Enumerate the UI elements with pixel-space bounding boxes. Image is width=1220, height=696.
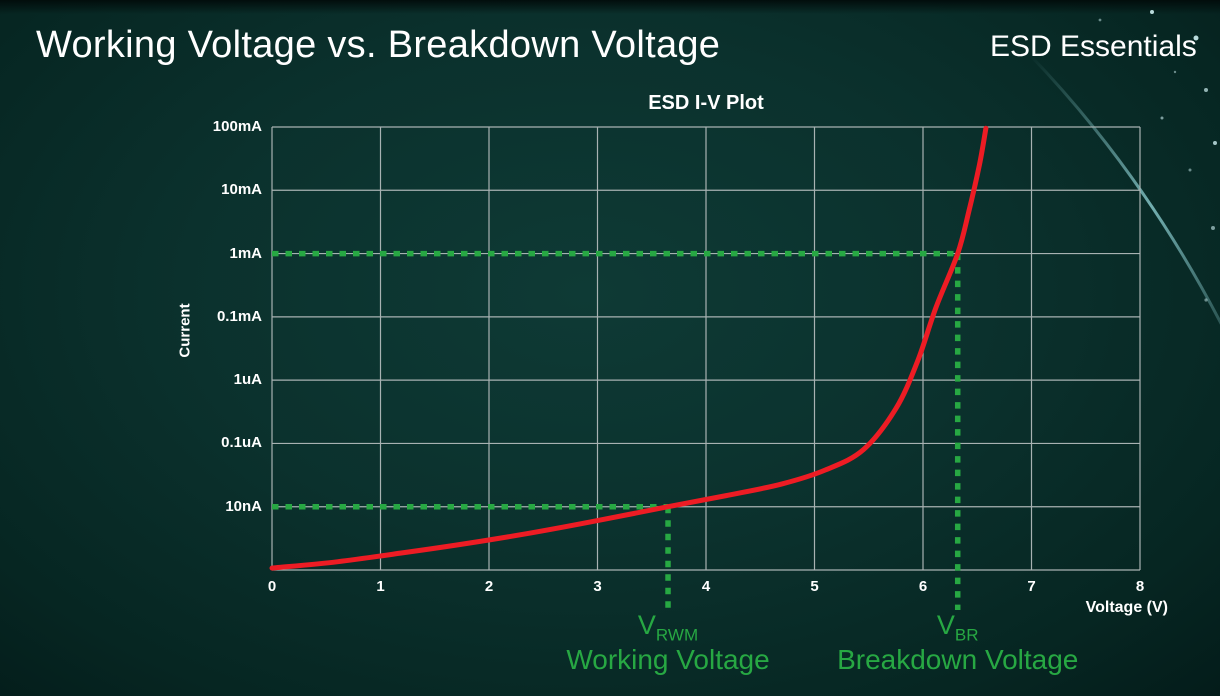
- x-tick-label: 2: [484, 578, 494, 595]
- y-tick-label: 10nA: [225, 497, 262, 515]
- y-tick-label: 1uA: [233, 371, 262, 389]
- vbr-symbol-label: VBR: [937, 610, 979, 645]
- y-tick-label: 1mA: [229, 244, 262, 262]
- y-axis-label: Current: [176, 303, 194, 358]
- y-tick-label: 0.1uA: [221, 434, 262, 452]
- x-tick-label: 8: [1135, 578, 1145, 595]
- y-tick-label: 100mA: [212, 118, 262, 135]
- vrwm-symbol-label: VRWM: [638, 610, 698, 645]
- x-tick-label: 7: [1027, 578, 1036, 595]
- vbr-subscript: BR: [954, 625, 979, 645]
- vrwm-caption: Working Voltage: [566, 644, 770, 675]
- vrwm-symbol: V: [637, 610, 656, 640]
- chart-title: ESD I-V Plot: [648, 92, 764, 114]
- x-tick-label: 6: [918, 578, 928, 595]
- x-tick-label: 4: [701, 578, 711, 595]
- vbr-caption: Breakdown Voltage: [837, 644, 1079, 675]
- x-tick-label: 3: [593, 578, 602, 595]
- x-tick-label: 0: [267, 578, 277, 595]
- x-tick-label: 5: [810, 578, 819, 595]
- x-axis-label: Voltage (V): [1085, 599, 1168, 616]
- x-tick-label: 1: [376, 578, 385, 595]
- vbr-symbol: V: [936, 610, 955, 640]
- y-tick-label: 10mA: [221, 181, 262, 199]
- iv-curve: [269, 125, 989, 571]
- brand-text: ESD Essentials: [990, 30, 1197, 63]
- y-tick-label: 0.1mA: [216, 307, 262, 325]
- slide-title: Working Voltage vs. Breakdown Voltage: [36, 24, 721, 66]
- vrwm-subscript: RWM: [655, 625, 699, 645]
